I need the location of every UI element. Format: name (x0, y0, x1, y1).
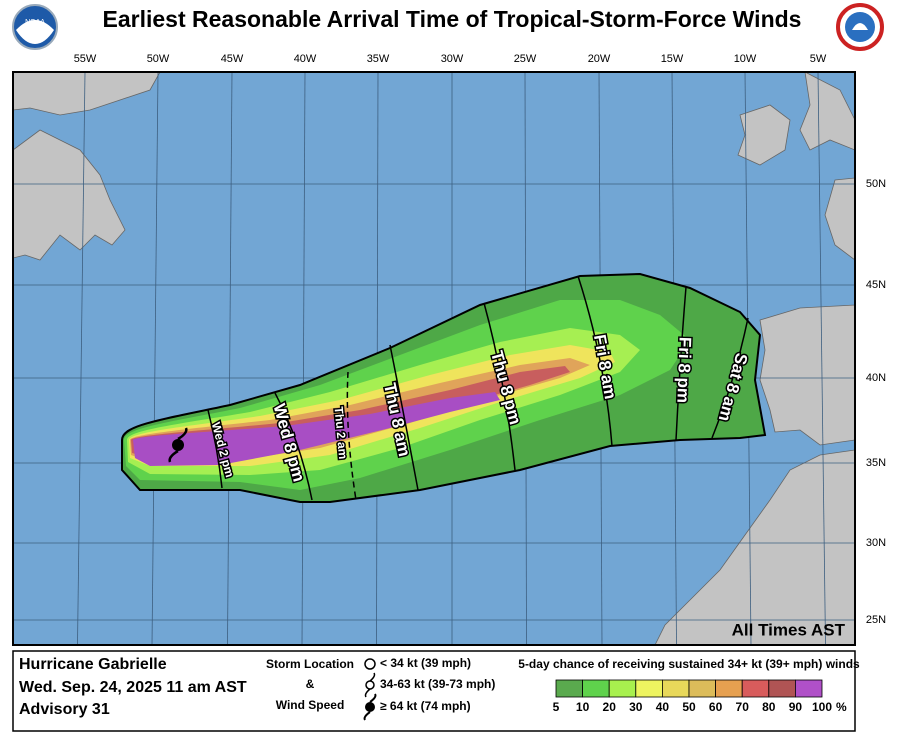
isochrone (346, 371, 357, 501)
colorbar-segment (795, 679, 823, 698)
colorbar-segment (608, 679, 637, 698)
svg-text:NOAA: NOAA (25, 19, 45, 26)
colorbar-label: 40 (656, 700, 670, 714)
colorbar-segment (555, 679, 584, 698)
key-item: 34-63 kt (39-73 mph) (380, 677, 495, 691)
nws-logo (836, 3, 884, 51)
latitude-label: 35N (866, 457, 886, 469)
longitude-label: 40W (294, 53, 317, 65)
isochrone (675, 286, 687, 441)
advisory-number: Advisory 31 (19, 701, 110, 718)
colorbar-label: 20 (603, 700, 617, 714)
key-title: Storm Location (266, 657, 354, 671)
colorbar-title: 5-day chance of receiving sustained 34+ … (518, 657, 860, 671)
colorbar-unit: % (836, 700, 847, 714)
meridian (817, 72, 826, 645)
latitude-labels: 50N 45N 40N 35N 30N 25N (866, 178, 886, 626)
land-greenland (13, 72, 161, 116)
land-iberia (759, 304, 855, 446)
colorbar-segment (741, 679, 770, 698)
longitude-label: 15W (661, 53, 684, 65)
colorbar-label: 10 (576, 700, 590, 714)
advisory-date: Wed. Sep. 24, 2025 11 am AST (19, 679, 247, 696)
isochrone (577, 275, 613, 447)
meridian (77, 72, 86, 645)
colorbar-segment (662, 679, 690, 698)
longitude-labels: 55W 50W 45W 40W 35W 30W 25W 20W 15W 10W 5W (74, 53, 827, 65)
meridian (227, 72, 233, 645)
colorbar-label: 100 (812, 700, 832, 714)
colorbar-segment (582, 679, 610, 698)
colorbar-segment (715, 679, 743, 698)
colorbar-label: 30 (629, 700, 643, 714)
time-note: All Times AST (732, 620, 846, 639)
colorbar-segment (768, 679, 796, 698)
land-france (824, 177, 855, 261)
longitude-label: 50W (147, 53, 170, 65)
colorbar-segment (635, 679, 663, 698)
map-frame (12, 71, 856, 646)
longitude-label: 55W (74, 53, 97, 65)
latitude-label: 25N (866, 614, 886, 626)
longitude-label: 30W (441, 53, 464, 65)
longitude-label: 5W (810, 53, 827, 65)
storm-name: Hurricane Gabrielle (19, 656, 167, 673)
latitude-label: 40N (866, 372, 886, 384)
time-label: Thu 2 am (332, 406, 351, 460)
colorbar-label: 70 (736, 700, 750, 714)
key-item: ≥ 64 kt (74 mph) (380, 699, 471, 713)
latitude-label: 30N (866, 537, 886, 549)
isochrone (274, 392, 313, 501)
key-item: < 34 kt (39 mph) (380, 656, 471, 670)
meridian (151, 72, 159, 645)
colorbar-label: 60 (709, 700, 723, 714)
latitude-label: 45N (866, 279, 886, 291)
colorbar-label: 80 (762, 700, 776, 714)
isochrone (711, 317, 749, 439)
isochrone (389, 344, 419, 491)
colorbar: 5 10 20 30 40 50 60 70 80 90 100% (553, 679, 847, 714)
map: Wed 2 pm Wed 8 pm Thu 2 am Thu 8 am Thu 8 pm… (13, 72, 855, 645)
storm-symbol (168, 427, 188, 463)
colorbar-segment (688, 679, 717, 698)
colorbar-label: 50 (682, 700, 696, 714)
isochrone (207, 409, 223, 489)
longitude-label: 45W (221, 53, 244, 65)
isochrone (483, 302, 516, 471)
key-title: & (306, 677, 315, 691)
latitude-label: 50N (866, 178, 886, 190)
title: Earliest Reasonable Arrival Time of Trop… (103, 6, 802, 32)
swath-outline (121, 272, 767, 503)
land-newfoundland (13, 129, 126, 261)
key-symbols (363, 658, 377, 721)
time-label: Fri 8 pm (673, 337, 694, 404)
isochrones (207, 275, 749, 501)
probability-swath (121, 272, 767, 503)
longitude-label: 20W (588, 53, 611, 65)
land-ireland (737, 104, 791, 166)
key-title: Wind Speed (276, 698, 345, 712)
land-britain (799, 72, 855, 151)
colorbar-label: 5 (553, 700, 560, 714)
land-africa (654, 449, 855, 645)
noaa-logo: NOAA (12, 4, 58, 50)
swath-100 (133, 392, 500, 466)
longitude-label: 25W (514, 53, 537, 65)
meridian (301, 72, 306, 645)
longitude-label: 10W (734, 53, 757, 65)
colorbar-label: 90 (789, 700, 803, 714)
longitude-label: 35W (367, 53, 390, 65)
